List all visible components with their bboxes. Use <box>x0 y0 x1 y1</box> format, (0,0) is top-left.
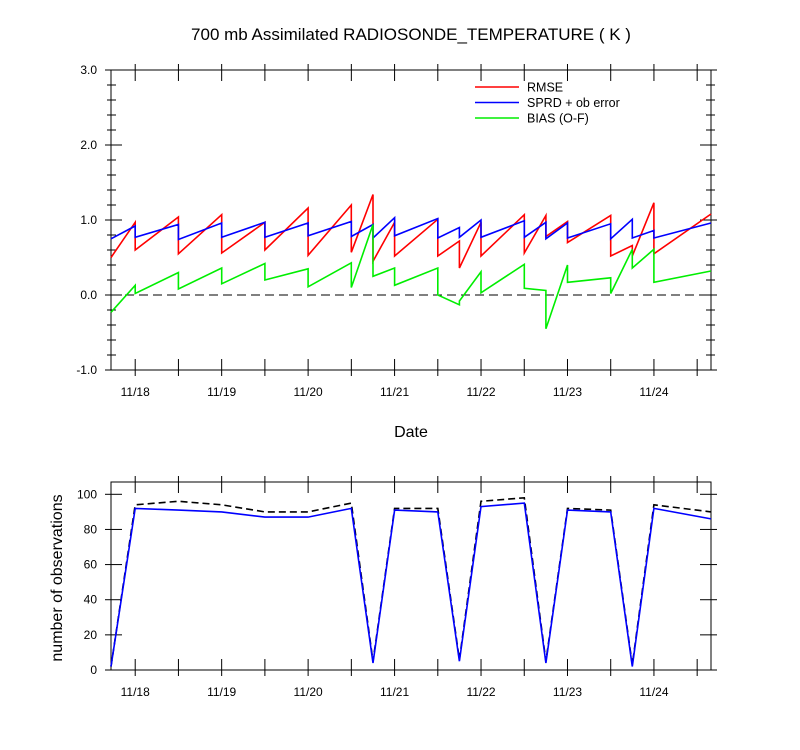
top-x-tick-label-11-21: 11/21 <box>380 385 409 399</box>
top-x-tick-label-11-18: 11/18 <box>121 385 150 399</box>
bottom-series-line-possible <box>110 496 712 667</box>
top-x-tick-label-11-22: 11/22 <box>466 385 495 399</box>
top-series-line-sprd-ob-error <box>110 215 712 241</box>
top-plot: -1.0 0.0 1.0 2.0 3.0 11/18 11/19 11/20 11/21 11/2… <box>76 63 717 399</box>
top-y-tick-label: 2.0 <box>80 138 97 152</box>
legend-label-bias-o-f: BIAS (O-F) <box>527 112 589 126</box>
bottom-plot: 0 20 40 60 80 100 11/18 11/19 11/20 11/21 11/22 11/… <box>77 476 717 699</box>
top-y-tick-label: 0.0 <box>80 288 97 302</box>
bottom-x-tick-label-11-22: 11/22 <box>466 685 495 699</box>
bottom-y-tick-label: 60 <box>84 558 98 572</box>
bottom-y-axis-label: number of observations <box>49 494 66 661</box>
top-series-line-bias-o-f <box>110 224 712 330</box>
top-y-tick-label: -1.0 <box>76 363 97 377</box>
bottom-x-tick-label-11-23: 11/23 <box>553 685 582 699</box>
top-x-tick-label-11-20: 11/20 <box>294 385 323 399</box>
bottom-x-tick-label-11-19: 11/19 <box>207 685 236 699</box>
bottom-plot-frame <box>110 481 712 671</box>
chart-title: 700 mb Assimilated RADIOSONDE_TEMPERATUR… <box>191 25 631 44</box>
top-x-tick-label-11-24: 11/24 <box>639 385 668 399</box>
bottom-x-tick-label-11-18: 11/18 <box>121 685 150 699</box>
bottom-y-tick-label: 20 <box>84 628 98 642</box>
bottom-x-tick-label-11-20: 11/20 <box>294 685 323 699</box>
top-y-tick-label: 1.0 <box>80 213 97 227</box>
legend-label-sprd-ob-error: SPRD + ob error <box>527 96 620 110</box>
top-plot-frame <box>110 69 712 371</box>
bottom-x-tick-label-11-24: 11/24 <box>639 685 668 699</box>
bottom-y-tick-label: 100 <box>77 487 97 501</box>
top-x-axis-label: Date <box>394 424 428 441</box>
legend-label-rmse: RMSE <box>527 81 563 95</box>
bottom-y-tick-label: 40 <box>84 593 98 607</box>
top-x-tick-label-11-19: 11/19 <box>207 385 236 399</box>
bottom-y-tick-label: 80 <box>84 522 98 536</box>
top-x-tick-label-11-23: 11/23 <box>553 385 582 399</box>
bottom-x-tick-label-11-21: 11/21 <box>380 685 409 699</box>
top-y-tick-label: 3.0 <box>80 63 97 77</box>
bottom-y-tick-label: 0 <box>90 663 97 677</box>
bottom-series-line-assimilated <box>110 502 712 667</box>
